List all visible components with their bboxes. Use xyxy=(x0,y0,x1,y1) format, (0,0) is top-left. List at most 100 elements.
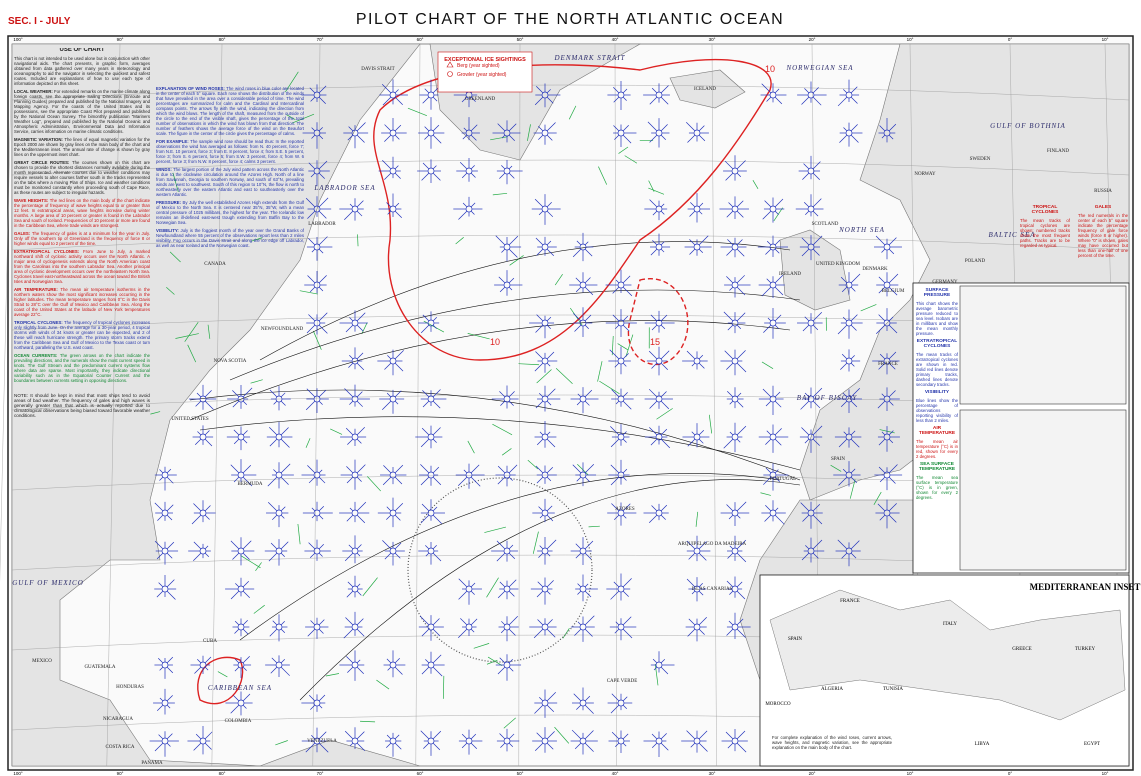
rose-arm xyxy=(539,514,544,519)
wind-rose xyxy=(498,616,519,642)
current-arrow xyxy=(503,717,516,729)
section-heading: FOR EXAMPLE: xyxy=(156,139,189,144)
rose-arm xyxy=(805,545,810,550)
rose-arm xyxy=(158,734,164,740)
rose-arm xyxy=(394,165,399,170)
rose-arm xyxy=(345,617,354,626)
rose-arm xyxy=(728,620,734,626)
rose-arm xyxy=(878,362,886,370)
place-label: HONDURAS xyxy=(116,685,144,690)
meridian xyxy=(0,43,13,580)
rose-arm xyxy=(242,400,248,406)
rose-arm xyxy=(727,552,734,559)
rose-arm xyxy=(538,126,544,132)
rose-arm xyxy=(651,362,658,369)
wind-rose xyxy=(721,728,748,753)
rose-arm xyxy=(432,316,438,322)
rose-arm xyxy=(166,552,173,559)
rose-arm xyxy=(546,134,553,141)
wind-rose xyxy=(305,196,332,219)
rose-arm xyxy=(318,731,327,740)
wind-rose xyxy=(535,236,557,257)
rose-arm xyxy=(622,315,629,322)
rose-arm xyxy=(356,544,362,550)
rose-arm xyxy=(546,628,556,638)
rose-arm xyxy=(660,85,669,94)
rose-arm xyxy=(394,464,404,474)
rose-arm xyxy=(687,628,696,637)
rose-arm xyxy=(536,248,544,256)
longitude-label: 70° xyxy=(317,771,324,776)
rose-arm xyxy=(698,125,705,132)
rose-arm xyxy=(166,468,172,474)
wind-rose xyxy=(797,311,823,334)
rose-arm xyxy=(801,427,810,436)
longitude-label: 60° xyxy=(417,37,424,42)
rose-arm xyxy=(726,276,734,284)
wind-rose xyxy=(876,308,898,334)
wind-rose xyxy=(420,499,445,525)
rose-arm xyxy=(698,354,704,360)
panel-section: AIR TEMPERATURE The mean air temperature … xyxy=(916,426,958,459)
wind-rose xyxy=(306,312,328,335)
rose-arm xyxy=(610,426,620,436)
current-arrow xyxy=(325,673,340,677)
current-arrow xyxy=(169,251,181,263)
rose-arm xyxy=(698,248,704,254)
rose-arm xyxy=(622,134,632,144)
current-arrow xyxy=(467,440,475,454)
rose-arm xyxy=(457,476,468,487)
rose-arm xyxy=(728,514,734,520)
rose-arm xyxy=(345,427,354,436)
current-arrow xyxy=(648,180,655,192)
wind-rose xyxy=(720,349,747,376)
section-heading: GREAT CIRCLE ROUTES: xyxy=(14,160,70,165)
rose-arm xyxy=(497,590,506,599)
section-text: The mean tracks of extratropical cyclone… xyxy=(916,352,958,387)
rose-arm xyxy=(230,590,240,600)
section-heading: EXTRATROPICAL CYCLONES: xyxy=(14,249,80,254)
wind-rose xyxy=(225,577,255,600)
rose-arm xyxy=(622,503,631,512)
rose-arm xyxy=(193,541,202,550)
section-text: The lines of equal magnetic variation fo… xyxy=(14,137,150,157)
rose-arm xyxy=(422,96,430,104)
place-label: RUSSIA xyxy=(1094,189,1112,194)
rose-arm xyxy=(384,172,392,180)
wind-rose xyxy=(266,421,293,448)
rose-arm xyxy=(432,666,443,677)
wind-rose xyxy=(686,535,711,562)
rose-arm xyxy=(575,543,582,550)
current-arrow xyxy=(150,411,161,415)
rose-arm xyxy=(381,83,392,94)
rose-arm xyxy=(234,628,240,634)
section-text: The mean air temperature isotherms in th… xyxy=(14,287,150,317)
rose-arm xyxy=(774,274,784,284)
wind-rose xyxy=(191,500,216,525)
rose-arm xyxy=(649,199,658,208)
section-text: By July the well established Azores High… xyxy=(156,200,304,225)
wind-rose xyxy=(572,462,597,487)
rose-arm xyxy=(614,628,620,634)
rose-arm xyxy=(386,658,392,664)
rose-arm xyxy=(394,350,404,360)
current-arrow xyxy=(562,628,570,639)
rose-arm xyxy=(235,583,240,588)
rose-arm xyxy=(584,590,592,598)
place-label: UNITED STATES xyxy=(171,417,208,422)
rose-arm xyxy=(267,476,278,487)
rose-arm xyxy=(230,464,240,474)
rose-arm xyxy=(774,391,781,398)
rose-arm xyxy=(546,619,553,626)
rose-arm xyxy=(470,134,477,141)
rose-arm xyxy=(584,314,592,322)
rose-arm xyxy=(533,628,544,639)
rose-arm xyxy=(309,552,316,559)
place-label: UNITED KINGDOM xyxy=(816,262,861,267)
rose-arm xyxy=(812,324,819,331)
rose-arm xyxy=(649,427,658,436)
rose-arm xyxy=(888,430,894,436)
rose-arm xyxy=(812,87,819,94)
wind-rose xyxy=(605,269,633,297)
wind-rose xyxy=(571,687,594,714)
